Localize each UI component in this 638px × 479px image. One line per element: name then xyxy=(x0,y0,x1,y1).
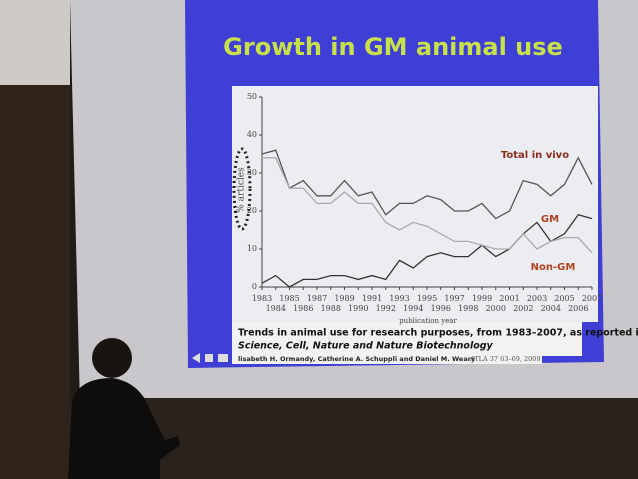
y-tick-label: 40 xyxy=(247,130,257,139)
caption: Science, Cell, Nature and Nature Biotech… xyxy=(238,341,494,352)
y-tick-label: 50 xyxy=(247,92,257,101)
x-tick-label: 2001 xyxy=(499,294,519,303)
series-line xyxy=(261,149,593,220)
nav-icon xyxy=(205,354,213,362)
presenter-body xyxy=(68,378,180,479)
x-tick-label: 1989 xyxy=(334,294,354,303)
y-tick-label: 0 xyxy=(252,282,257,291)
plot: 0102030405019831984198519861987198819891… xyxy=(247,92,602,313)
presenter xyxy=(68,338,180,479)
x-tick-label: 2000 xyxy=(486,304,506,313)
x-tick-label: 2002 xyxy=(513,304,533,313)
x-tick-label: 1994 xyxy=(403,304,423,313)
x-tick-label: 1993 xyxy=(389,294,409,303)
y-tick-label: 20 xyxy=(247,206,257,215)
x-tick-label: 1988 xyxy=(321,304,341,313)
series-line xyxy=(261,214,593,288)
caption-box xyxy=(232,322,582,356)
x-tick-label: 1998 xyxy=(458,304,478,313)
y-tick-label: 30 xyxy=(247,168,257,177)
x-tick-label: 2004 xyxy=(541,304,561,313)
toolbar xyxy=(192,353,228,363)
series-label: Non-GM xyxy=(531,262,576,273)
x-tick-label: 1997 xyxy=(444,294,464,303)
x-tick-label: 2007 xyxy=(582,294,602,303)
x-tick-label: 1987 xyxy=(307,294,327,303)
series-label: Total in vivo xyxy=(501,150,569,161)
x-tick-label: 1986 xyxy=(293,304,313,313)
slide-title: Growth in GM animal use xyxy=(223,33,563,61)
x-axis-label: publication year xyxy=(399,317,457,325)
x-tick-label: 2003 xyxy=(527,294,547,303)
citation: lisabeth H. Ormandy, Catherine A. Schupp… xyxy=(238,355,476,363)
y-axis-label: % articles xyxy=(237,167,247,213)
wall xyxy=(0,0,70,85)
caption: Trends in animal use for research purpos… xyxy=(238,328,638,339)
y-tick-label: 10 xyxy=(247,244,257,253)
x-tick-label: 1985 xyxy=(279,294,299,303)
x-tick-label: 2005 xyxy=(554,294,574,303)
x-tick-label: 1996 xyxy=(431,304,451,313)
wall-panel xyxy=(0,85,70,479)
x-tick-label: 1983 xyxy=(252,294,272,303)
x-tick-label: 1992 xyxy=(376,304,396,313)
nav-icon xyxy=(192,353,200,363)
x-tick-label: 1990 xyxy=(348,304,368,313)
x-tick-label: 1984 xyxy=(266,304,286,313)
series-line xyxy=(262,157,593,254)
citation-source: ATLA 37 63–69, 2009 xyxy=(469,355,541,363)
x-tick-label: 2006 xyxy=(568,304,588,313)
presenter-head xyxy=(92,338,132,378)
chart-panel xyxy=(232,86,598,322)
x-tick-label: 1995 xyxy=(417,294,437,303)
nav-icon xyxy=(218,354,228,362)
x-tick-label: 1999 xyxy=(472,294,492,303)
series-label: GM xyxy=(541,214,559,225)
citation-box xyxy=(232,353,542,364)
x-tick-label: 1991 xyxy=(362,294,382,303)
stage xyxy=(70,398,638,479)
highlight-ellipse xyxy=(232,147,252,231)
